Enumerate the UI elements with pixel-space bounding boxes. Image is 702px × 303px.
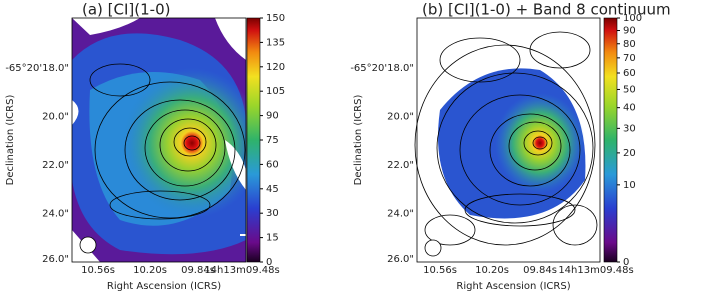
colorbar-tick-label: 100 (623, 13, 642, 24)
colorbar-tick-label: 120 (266, 62, 285, 73)
colorbar-tick-label: 90 (266, 111, 279, 122)
frame (71, 17, 247, 263)
panel-title: (b) [CI](1-0) + Band 8 continuum (422, 1, 671, 19)
y-tick-label: 24.0" (42, 209, 69, 220)
colorbar-tick-label: 60 (266, 159, 279, 170)
colorbar-tick-label: 45 (266, 184, 279, 195)
y-tick-label: 26.0" (387, 254, 414, 265)
scalebar-label: 30 pc (268, 237, 296, 248)
colorbar-tick-label: 105 (266, 86, 285, 97)
y-tick-label: -65°20'18.0" (5, 63, 69, 74)
y-axis-label: Declination (ICRS) (5, 95, 16, 186)
colorbar-tick-label: 0 (266, 257, 272, 268)
y-axis-label: Declination (ICRS) (353, 95, 364, 186)
colorbar-tick-label: 30 (623, 123, 636, 134)
y-tick-label: 24.0" (387, 209, 414, 220)
colorbar-tick-label: 135 (266, 37, 285, 48)
map-b (414, 18, 600, 262)
x-axis-label: Right Ascension (ICRS) (107, 281, 221, 292)
y-tick-label: 22.0" (42, 160, 69, 171)
colorbar-tick-label: 150 (266, 13, 285, 24)
y-tick-label: 20.0" (42, 112, 69, 123)
panel-title: (a) [CI](1-0) (82, 1, 170, 19)
colorbar-tick-label: 75 (266, 135, 279, 146)
y-tick-label: 22.0" (387, 160, 414, 171)
x-tick-label: 09.84s (181, 265, 215, 276)
y-tick-label: 20.0" (387, 112, 414, 123)
colorbar-tick-label: 20 (623, 148, 636, 159)
colorbar-tick-label: 30 (266, 208, 279, 219)
y-tick-label: 26.0" (42, 254, 69, 265)
x-tick-label: 10.20s (133, 265, 167, 276)
x-tick-label: 10.56s (81, 265, 115, 276)
y-tick-label: -65°20'18.0" (350, 63, 414, 74)
colorbar (246, 17, 261, 263)
colorbar (603, 17, 618, 263)
colorbar-tick-label: 10 (623, 180, 636, 191)
x-tick-label: 14h13m09.48s (204, 265, 279, 276)
colorbar-tick-label: 60 (623, 68, 636, 79)
colorbar-tick-label: 40 (623, 103, 636, 114)
frame (416, 17, 601, 263)
colorbar-tick-label: 90 (623, 26, 636, 37)
colorbar-tick-label: 15 (266, 233, 279, 244)
x-tick-label: 09.84s (523, 265, 557, 276)
colorbar-tick-label: 70 (623, 53, 636, 64)
x-tick-label: 10.56s (423, 265, 457, 276)
map-a: 30 pc (72, 18, 296, 262)
colorbar-tick-label: 80 (623, 39, 636, 50)
x-tick-label: 10.20s (475, 265, 509, 276)
x-axis-label: Right Ascension (ICRS) (456, 281, 570, 292)
colorbar-tick-label: 0 (623, 257, 629, 268)
x-tick-label: 14h13m09.48s (558, 265, 633, 276)
colorbar-tick-label: 50 (623, 84, 636, 95)
